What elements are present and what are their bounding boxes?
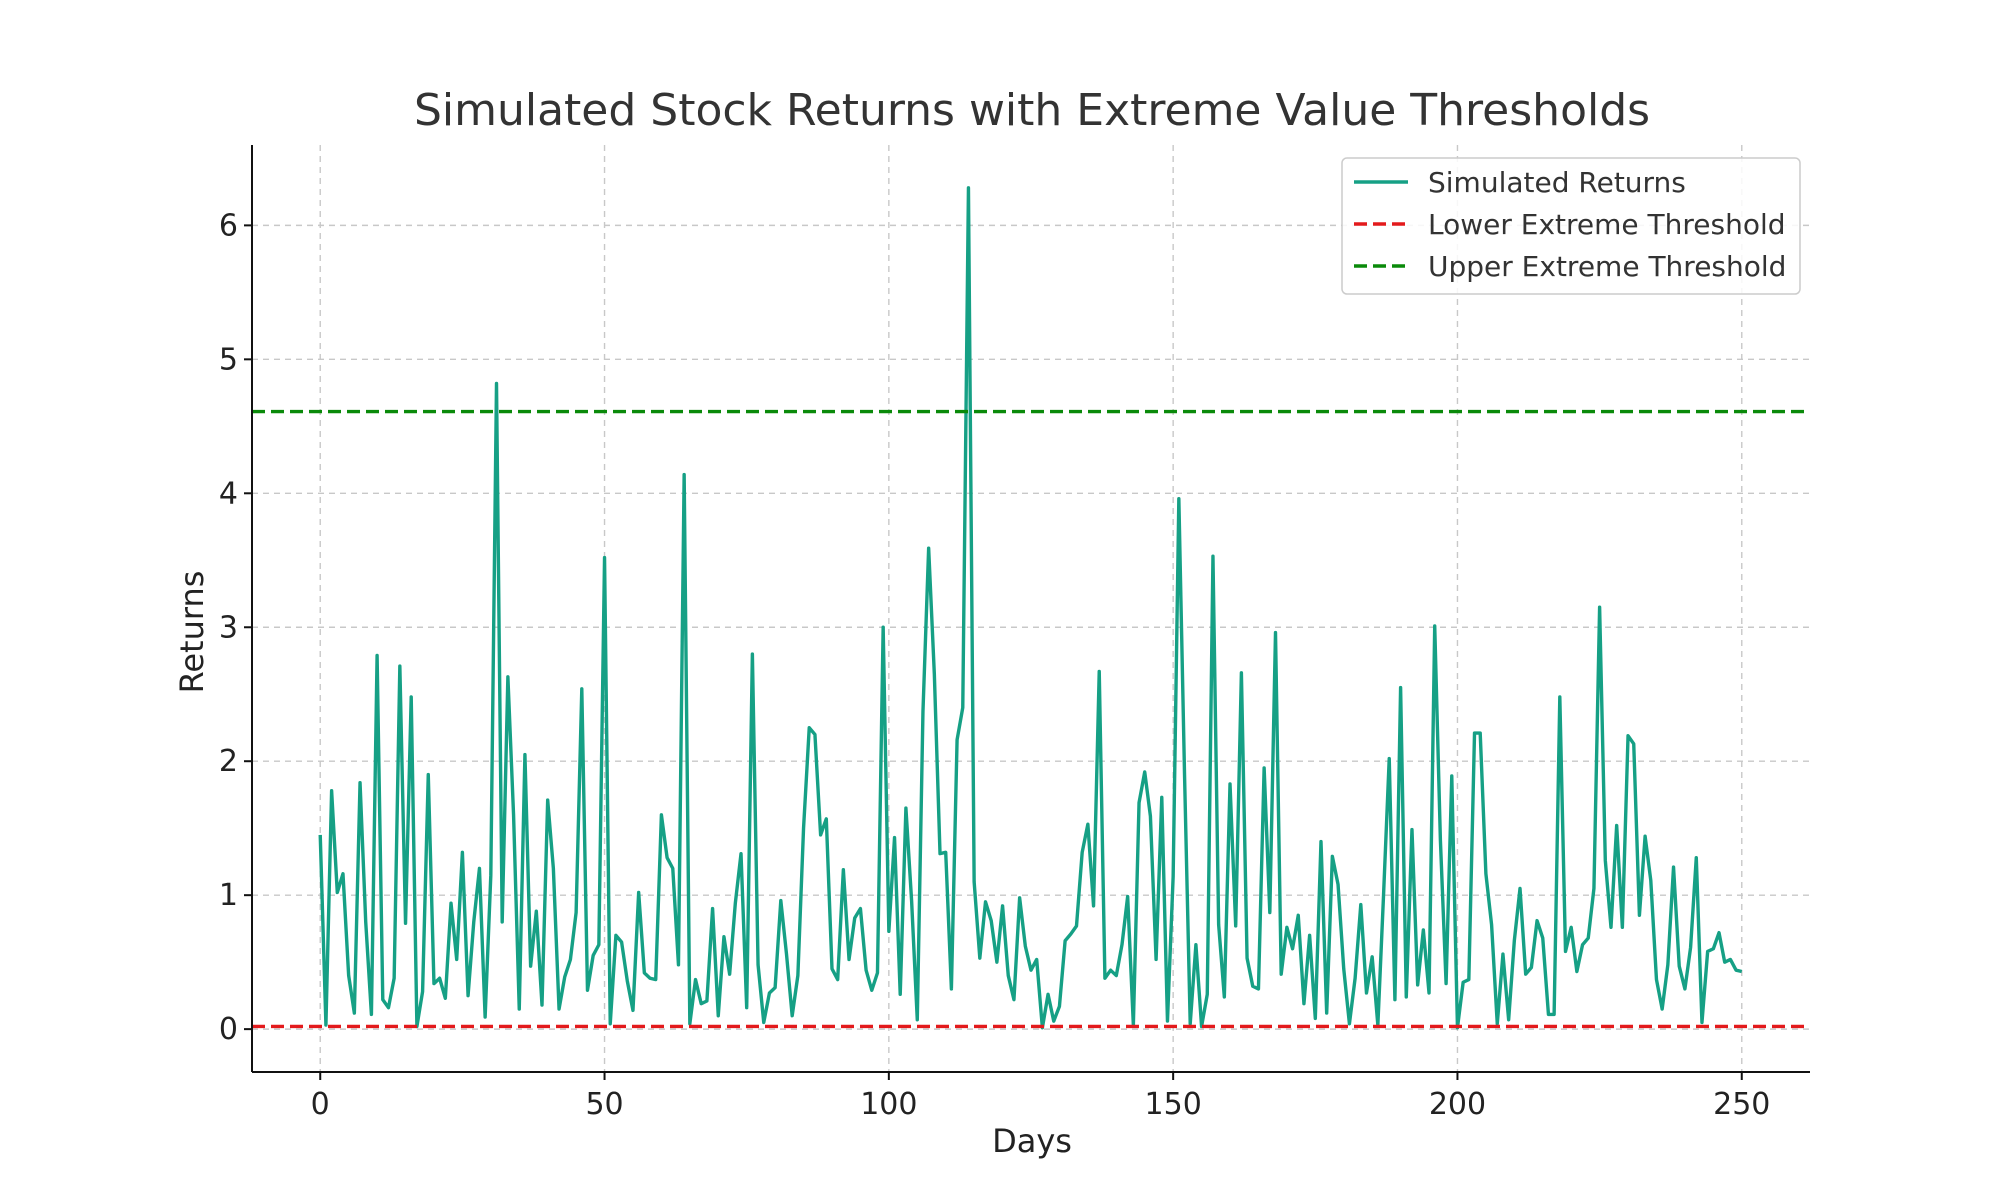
x-axis-label: Days <box>992 1122 1072 1160</box>
y-axis-label: Returns <box>173 571 211 694</box>
y-tick-label: 4 <box>219 476 238 511</box>
legend-label: Simulated Returns <box>1428 166 1686 199</box>
y-tick-label: 6 <box>219 208 238 243</box>
axes: 0 50 100 150 200 250 0 1 2 3 4 5 6 <box>219 145 1810 1122</box>
x-tick-label: 200 <box>1429 1087 1486 1122</box>
y-tick-label: 0 <box>219 1012 238 1047</box>
y-tick-label: 5 <box>219 342 238 377</box>
legend-label: Upper Extreme Threshold <box>1428 250 1786 283</box>
x-tick-label: 250 <box>1713 1087 1770 1122</box>
legend-box <box>1341 157 1801 295</box>
y-tick-label: 3 <box>219 610 238 645</box>
legend-label: Lower Extreme Threshold <box>1428 208 1786 241</box>
x-tick-label: 50 <box>585 1087 623 1122</box>
legend: Simulated Returns Lower Extreme Threshold… <box>1341 157 1801 295</box>
y-tick-label: 2 <box>219 744 238 779</box>
x-tick-label: 0 <box>311 1087 330 1122</box>
y-tick-label: 1 <box>219 878 238 913</box>
x-tick-label: 150 <box>1145 1087 1202 1122</box>
plot-area <box>252 186 1810 1030</box>
chart-title: Simulated Stock Returns with Extreme Val… <box>414 85 1650 136</box>
series-line-returns <box>318 186 1743 1030</box>
x-tick-label: 100 <box>860 1087 917 1122</box>
